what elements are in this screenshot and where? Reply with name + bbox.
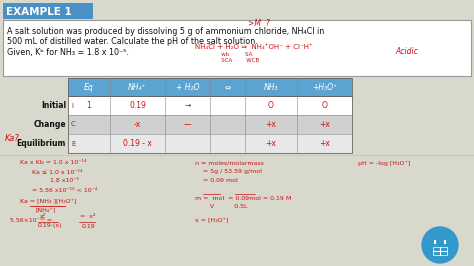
Circle shape	[422, 227, 458, 263]
Text: -x: -x	[134, 120, 141, 129]
Text: ⇔: ⇔	[224, 82, 231, 92]
Text: m =  mol  = 0.09mol = 0.19 M: m = mol = 0.09mol = 0.19 M	[195, 196, 291, 201]
FancyBboxPatch shape	[68, 96, 352, 115]
Text: x²: x²	[40, 214, 46, 219]
Text: 5.56×10⁻¹⁰ =: 5.56×10⁻¹⁰ =	[10, 218, 52, 222]
Text: Initial: Initial	[41, 101, 66, 110]
Text: = 5g / 53.59 g/mol: = 5g / 53.59 g/mol	[203, 169, 262, 174]
Text: V          0.5L: V 0.5L	[210, 205, 247, 210]
Text: NH₄Cl + H₂O ⇒  NH₄⁺OH⁻ + Cl⁻H⁺: NH₄Cl + H₂O ⇒ NH₄⁺OH⁻ + Cl⁻H⁺	[195, 44, 313, 50]
Text: = 5.56 x10⁻¹⁰ < 10⁻⁴: = 5.56 x10⁻¹⁰ < 10⁻⁴	[32, 188, 97, 193]
Text: Acidic: Acidic	[395, 48, 418, 56]
Text: 0.19: 0.19	[82, 223, 96, 228]
FancyBboxPatch shape	[433, 247, 447, 255]
Text: C: C	[71, 122, 76, 127]
Text: Ka?: Ka?	[5, 134, 20, 143]
Text: —: —	[184, 120, 191, 129]
Text: Given, Kᵇ for NH₃ = 1.8 x 10⁻⁵.: Given, Kᵇ for NH₃ = 1.8 x 10⁻⁵.	[7, 48, 129, 57]
Text: NH₄⁺: NH₄⁺	[128, 82, 147, 92]
Text: +x: +x	[265, 120, 276, 129]
Text: →: →	[184, 101, 191, 110]
Text: n ≈ moles/molarmass: n ≈ moles/molarmass	[195, 160, 264, 165]
Text: + H₂O: + H₂O	[176, 82, 199, 92]
Text: Ka = [NH₃ ][H₃O⁺]: Ka = [NH₃ ][H₃O⁺]	[20, 198, 76, 203]
Text: A salt solution was produced by dissolving 5 g of ammonium chloride, NH₄Cl in: A salt solution was produced by dissolvi…	[7, 27, 324, 35]
Text: +x: +x	[265, 139, 276, 148]
Text: NH₃: NH₃	[264, 82, 278, 92]
Text: Ka ≤ 1.0 x 10⁻¹⁴: Ka ≤ 1.0 x 10⁻¹⁴	[32, 169, 82, 174]
Text: 1: 1	[87, 101, 91, 110]
Text: +x: +x	[319, 139, 330, 148]
FancyBboxPatch shape	[68, 78, 352, 96]
Text: x = [H₃O⁺]: x = [H₃O⁺]	[195, 218, 228, 222]
FancyBboxPatch shape	[3, 3, 93, 19]
Text: +H₃O⁺: +H₃O⁺	[312, 82, 337, 92]
Text: 0.19-(x): 0.19-(x)	[38, 223, 63, 228]
Text: =  x²: = x²	[80, 214, 95, 219]
Text: 0.19 - x: 0.19 - x	[123, 139, 152, 148]
FancyBboxPatch shape	[3, 20, 471, 76]
Text: 500 mL of distilled water. Calculate the pH of the salt solution.: 500 mL of distilled water. Calculate the…	[7, 38, 258, 47]
Text: [NH₄⁺]: [NH₄⁺]	[36, 207, 56, 213]
Text: Change: Change	[33, 120, 66, 129]
Text: = 0.09 mol: = 0.09 mol	[203, 178, 238, 184]
Text: pH = -log [H₃O⁺]: pH = -log [H₃O⁺]	[358, 160, 410, 166]
Text: Ka x Kb = 1.0 x 10⁻¹⁴: Ka x Kb = 1.0 x 10⁻¹⁴	[20, 160, 86, 165]
Text: O: O	[268, 101, 274, 110]
Text: +x: +x	[319, 120, 330, 129]
Text: 0.19: 0.19	[129, 101, 146, 110]
Text: E: E	[71, 140, 75, 147]
Text: SCA        WCB: SCA WCB	[195, 59, 259, 64]
FancyBboxPatch shape	[68, 115, 352, 134]
Text: Eq: Eq	[84, 82, 94, 92]
Text: 1.8 x10⁻⁵: 1.8 x10⁻⁵	[50, 178, 79, 184]
Text: Equilibrium: Equilibrium	[17, 139, 66, 148]
Text: >M  ?: >M ?	[248, 19, 270, 27]
Text: I: I	[71, 102, 73, 109]
FancyBboxPatch shape	[68, 134, 352, 153]
Text: EXAMPLE 1: EXAMPLE 1	[6, 7, 72, 17]
Text: wb         SA: wb SA	[195, 52, 252, 57]
Text: O: O	[321, 101, 328, 110]
